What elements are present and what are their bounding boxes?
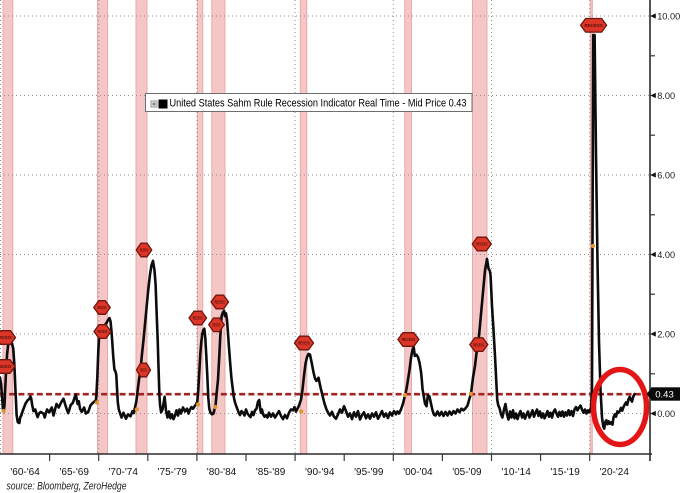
- svg-text:RECESS: RECESS: [213, 323, 221, 328]
- svg-text:RECESS: RECESS: [476, 242, 488, 247]
- svg-text:'60-'64: '60-'64: [10, 467, 40, 478]
- svg-text:'10-'14: '10-'14: [501, 467, 531, 478]
- svg-text:10.00: 10.00: [657, 11, 680, 21]
- svg-text:0.00: 0.00: [657, 409, 675, 419]
- svg-text:0.43: 0.43: [655, 389, 674, 400]
- svg-text:RECESS: RECESS: [98, 329, 108, 334]
- svg-text:2.00: 2.00: [657, 329, 675, 339]
- svg-text:RECESS: RECESS: [0, 364, 11, 369]
- svg-text:RECESS: RECESS: [98, 305, 107, 310]
- svg-text:'80-'84: '80-'84: [207, 467, 237, 478]
- svg-text:RECESS: RECESS: [584, 23, 603, 28]
- svg-text:RECESS: RECESS: [0, 335, 12, 340]
- svg-text:'00-'04: '00-'04: [403, 467, 433, 478]
- svg-text:'95-'99: '95-'99: [354, 467, 384, 478]
- svg-text:RECESS: RECESS: [402, 337, 416, 342]
- svg-text:source: Bloomberg, ZeroHedge: source: Bloomberg, ZeroHedge: [7, 481, 127, 493]
- svg-text:RECESS: RECESS: [474, 342, 485, 347]
- svg-text:RECESS: RECESS: [140, 368, 147, 373]
- svg-text:8.00: 8.00: [657, 91, 675, 101]
- svg-text:RECESS: RECESS: [298, 341, 310, 346]
- svg-text:RECESS: RECESS: [140, 248, 148, 253]
- svg-text:'85-'89: '85-'89: [256, 467, 286, 478]
- svg-text:'15-'19: '15-'19: [550, 467, 580, 478]
- svg-text:'75-'79: '75-'79: [158, 467, 188, 478]
- svg-text:'90-'94: '90-'94: [305, 467, 335, 478]
- svg-text:'05-'09: '05-'09: [452, 467, 482, 478]
- svg-text:RECESS: RECESS: [215, 300, 225, 305]
- svg-text:'65-'69: '65-'69: [59, 467, 89, 478]
- svg-text:6.00: 6.00: [657, 170, 675, 180]
- svg-text:4.00: 4.00: [657, 250, 675, 260]
- svg-text:United States Sahm Rule Recess: United States Sahm Rule Recession Indica…: [170, 97, 467, 109]
- svg-text:'70-'74: '70-'74: [108, 467, 138, 478]
- svg-text:RECESS: RECESS: [193, 316, 203, 321]
- svg-text:'20-'24: '20-'24: [599, 467, 629, 478]
